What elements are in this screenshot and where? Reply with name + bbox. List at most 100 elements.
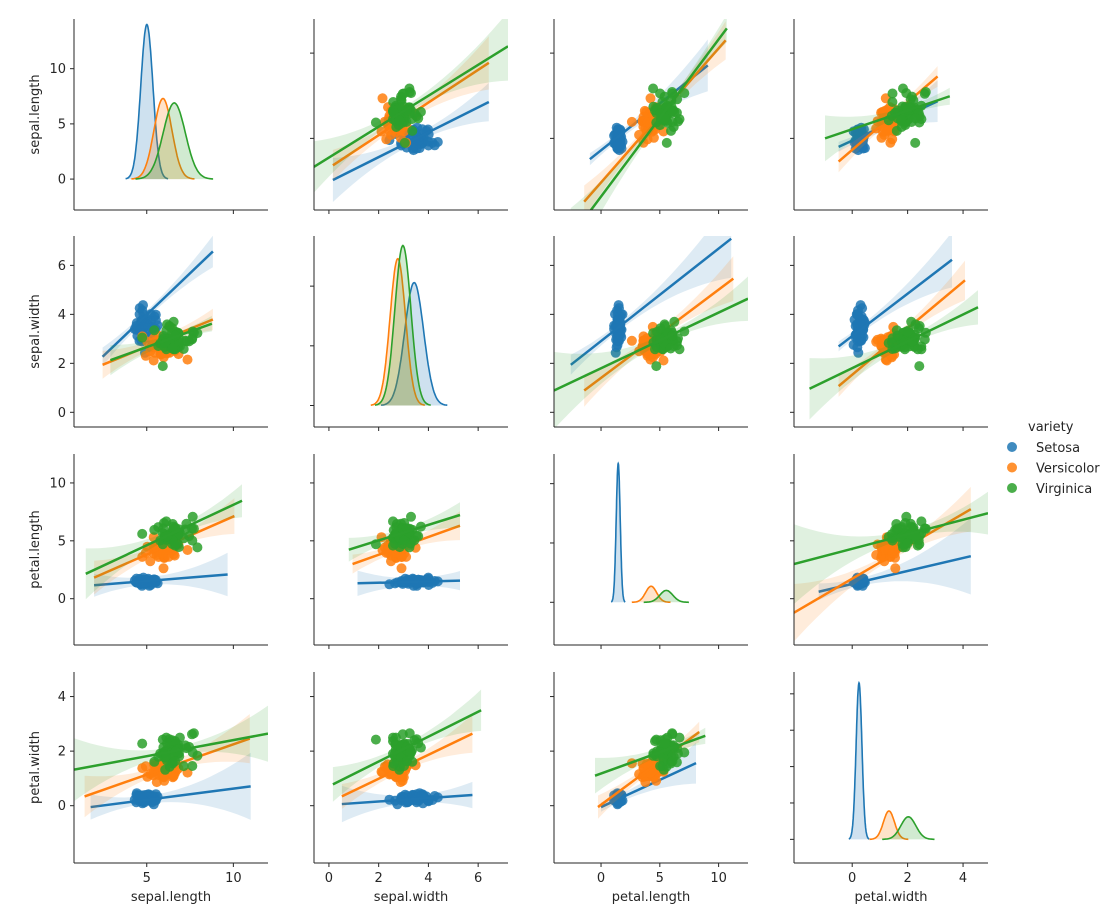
x-tick: 10 (710, 863, 727, 886)
ci-band-virginica (809, 290, 978, 420)
regression-line-virginica (794, 511, 988, 566)
point-virginica (388, 758, 399, 769)
point-versicolor (158, 563, 169, 574)
kde-line-virginica (374, 244, 431, 406)
kde-area-setosa (125, 24, 169, 180)
kde-line-setosa (610, 461, 626, 603)
legend: variety Setosa Versicolor Virginica (1007, 420, 1100, 497)
x-tick: 6 (474, 863, 482, 886)
kde-line-versicolor (370, 257, 425, 406)
panel-sepal-length-vs-sepal-width (310, 19, 508, 214)
kde-line-setosa (125, 23, 169, 180)
y-tick: 6 (58, 259, 74, 274)
point-virginica (405, 746, 416, 757)
point-versicolor (396, 563, 407, 574)
point-setosa (139, 319, 150, 330)
point-virginica (162, 738, 173, 749)
point-versicolor (145, 556, 156, 567)
legend-label: Virginica (1036, 482, 1092, 497)
point-virginica (914, 361, 925, 372)
point-setosa (134, 303, 145, 314)
point-virginica (655, 761, 666, 771)
regression-line-virginica (808, 306, 979, 390)
regression-line-setosa (818, 554, 972, 593)
panel-petal-width-vs-petal-length: 0 5 10 petal.length (550, 672, 748, 905)
y-tick-label: 0 (58, 406, 66, 421)
kde-area-setosa (611, 463, 626, 603)
panel-petal-length-vs-petal-width (790, 454, 988, 649)
point-versicolor (386, 129, 396, 140)
legend-entry-versicolor: Versicolor (1007, 462, 1100, 477)
point-versicolor (626, 335, 637, 346)
ci-band-versicolor (838, 260, 965, 397)
point-virginica (149, 325, 160, 336)
point-virginica (679, 747, 690, 758)
point-versicolor (880, 354, 891, 365)
y-tick-label: 2 (58, 357, 66, 372)
legend-label: Setosa (1036, 441, 1080, 456)
x-tick: 2 (903, 863, 912, 886)
panel-sepal-width-vs-petal-length (550, 236, 748, 431)
y-axis-label: petal.length (28, 510, 43, 589)
kde-area-virginica (882, 816, 935, 840)
point-versicolor (182, 354, 193, 365)
point-virginica (158, 523, 169, 534)
point-virginica (651, 361, 662, 372)
regression-line-setosa (93, 573, 228, 587)
point-virginica (187, 333, 198, 344)
point-virginica (187, 729, 197, 740)
y-tick-label: 10 (49, 62, 66, 77)
point-virginica (137, 332, 148, 343)
point-virginica (661, 137, 672, 148)
point-virginica (892, 523, 903, 534)
point-setosa (613, 124, 624, 135)
panel-sepal-length-vs-petal-width (790, 19, 988, 214)
x-tick-label: 5 (656, 871, 664, 886)
point-setosa (614, 303, 624, 314)
point-virginica (187, 535, 198, 546)
point-virginica (388, 525, 399, 536)
kde-line-setosa (848, 680, 870, 840)
point-versicolor (640, 777, 651, 788)
point-versicolor (890, 563, 901, 574)
point-versicolor (648, 132, 659, 143)
y-tick-label: 4 (58, 690, 66, 705)
point-virginica (370, 734, 381, 745)
point-versicolor (651, 775, 662, 786)
panel-sepal-length-vs-sepal-length: 0 5 10 sepal.length (28, 19, 268, 214)
panel-petal-width-vs-petal-width: 0 2 4 petal.width (790, 672, 988, 905)
y-tick-label: 0 (58, 592, 66, 607)
point-virginica (399, 88, 409, 99)
x-tick: 4 (959, 863, 967, 886)
regression-line-virginica (109, 322, 213, 362)
point-virginica (192, 542, 203, 553)
point-virginica (919, 334, 930, 345)
point-virginica (892, 330, 903, 341)
point-virginica (887, 97, 898, 107)
kde-area-versicolor (869, 811, 909, 840)
x-tick: 0 (325, 863, 333, 886)
point-setosa (134, 791, 145, 801)
point-versicolor (887, 547, 898, 558)
kde-area-versicolor (370, 258, 425, 406)
y-tick: 0 (58, 173, 74, 188)
legend-label: Versicolor (1036, 462, 1100, 477)
legend-entry-virginica: Virginica (1007, 482, 1092, 497)
point-virginica (667, 756, 678, 767)
point-virginica (187, 511, 198, 522)
x-tick-label: 5 (143, 871, 151, 886)
regression-line-setosa (101, 250, 214, 358)
point-setosa (429, 140, 440, 151)
point-virginica (902, 326, 913, 337)
point-setosa (614, 140, 624, 151)
point-virginica (161, 752, 171, 763)
point-versicolor (182, 545, 193, 555)
kde-area-versicolor (631, 586, 671, 603)
y-axis-label: sepal.length (28, 74, 43, 154)
kde-line-versicolor (631, 585, 671, 604)
point-virginica (919, 88, 930, 99)
x-tick: 2 (375, 863, 383, 886)
panel-sepal-width-vs-sepal-width (310, 236, 508, 431)
regression-line-virginica (332, 709, 482, 786)
